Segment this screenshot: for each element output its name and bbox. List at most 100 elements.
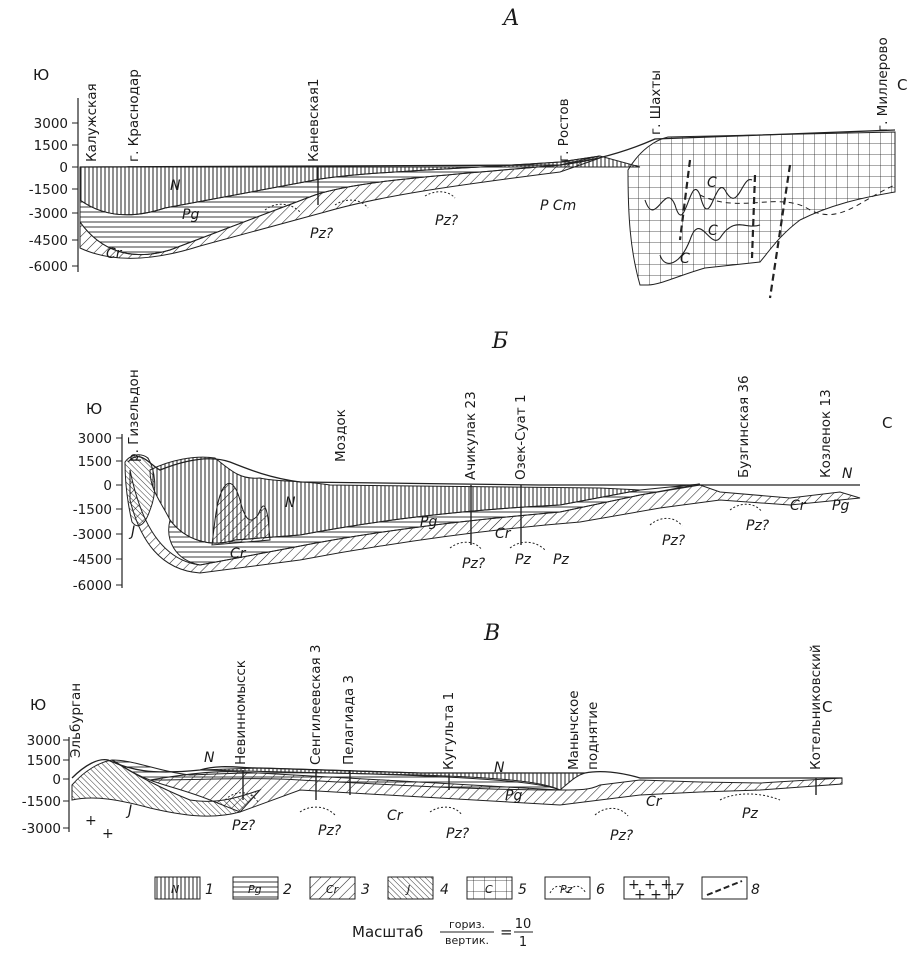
well-label: Котельниковский — [808, 644, 824, 770]
section-a-depth-ticks: 3000 1500 0 -1500 -3000 -4500 -6000 — [29, 116, 78, 275]
formation-label: Pz? — [232, 818, 256, 834]
formation-label: Pz — [553, 552, 569, 568]
well-label: г. Ростов — [556, 98, 572, 162]
section-v-title: В — [483, 621, 500, 646]
formation-label: Pg — [420, 514, 437, 530]
well-label: Ачикулак 23 — [463, 391, 479, 480]
section-a-tick: 1500 — [34, 138, 68, 154]
well-label: Каневская1 — [306, 78, 322, 162]
section-b-tick: 0 — [103, 478, 112, 494]
well-label: Сенгилеевская 3 — [308, 645, 324, 765]
section-a-dashed-boundary — [699, 184, 896, 216]
formation-label: Cr — [495, 526, 512, 542]
formation-label: J — [125, 803, 132, 819]
legend-item-crosses: + + + + + + 7 — [623, 876, 684, 903]
section-b-ground-surface — [127, 455, 860, 486]
well-label: р. Гизельдон — [126, 369, 142, 462]
scale-equals: = — [500, 923, 513, 941]
section-b-right-side: С — [882, 414, 892, 432]
cross-glyphs: + + + — [628, 877, 672, 893]
scale-numerator-word: гориз. — [449, 918, 485, 931]
formation-label: N — [494, 760, 505, 776]
legend: N 1 Pg 2 Cr 3 J 4 C 5 Pz 6 — [154, 876, 760, 903]
section-b-tick: -1500 — [73, 502, 112, 518]
formation-label: N — [204, 750, 215, 766]
well-label: Пелагиада 3 — [341, 675, 357, 765]
section-v-wells: Эльбурган Невинномысск Сенгилеевская 3 П… — [68, 644, 824, 800]
section-b-tick: -6000 — [73, 578, 112, 594]
legend-symbol: Pg — [248, 883, 262, 896]
formation-label: Pg — [832, 498, 849, 514]
formation-label: N — [285, 495, 296, 511]
formation-label: C — [680, 251, 690, 267]
section-v-tick: 1500 — [27, 753, 61, 769]
section-v-ground-surface — [71, 759, 842, 779]
cross-glyphs: + + + — [634, 887, 678, 903]
legend-symbol: C — [485, 883, 493, 896]
section-a-tick: -6000 — [29, 259, 68, 275]
well-label: г. Миллерово — [875, 37, 891, 132]
legend-number: 8 — [751, 882, 760, 898]
formation-label: C — [708, 223, 718, 239]
section-v-layer-cr — [148, 771, 843, 813]
section-a-layer-c — [627, 131, 896, 286]
legend-item-pz: Pz 6 — [544, 876, 605, 900]
well-label: поднятие — [585, 702, 601, 770]
section-v-depth-ticks: 3000 1500 0 -1500 -3000 — [22, 733, 69, 837]
section-b: Б Ю С 3000 1500 0 -1500 -3000 -4500 -600… — [73, 329, 893, 594]
section-a-right-side: С — [897, 76, 907, 94]
scale-denominator-word: вертик. — [445, 934, 489, 947]
section-a-tick: -3000 — [29, 206, 68, 222]
legend-number: 3 — [361, 882, 370, 898]
formation-label: Pg — [182, 207, 199, 223]
well-label: Бузгинская 36 — [736, 375, 752, 478]
formation-label: Pz? — [746, 518, 770, 534]
section-a-pz-marks-1 — [264, 191, 456, 213]
well-label: Озек-Суат 1 — [513, 394, 529, 480]
legend-symbol: Pz — [560, 883, 573, 896]
legend-item-fault: 8 — [701, 876, 760, 900]
formation-label: Pz? — [310, 226, 334, 242]
section-v-tick: 3000 — [27, 733, 61, 749]
formation-label: Cr — [646, 794, 663, 810]
section-v-tick: 0 — [52, 772, 61, 788]
section-a-left-side: Ю — [33, 66, 49, 84]
formation-label: N — [170, 178, 181, 194]
legend-symbol: Cr — [326, 883, 340, 896]
section-v: В Ю С 3000 1500 0 -1500 -3000 + + Эльбур… — [22, 621, 843, 844]
legend-item-pg: Pg 2 — [232, 876, 292, 900]
section-a-tick: -4500 — [29, 233, 68, 249]
section-v-plus: + — [85, 813, 97, 829]
section-a-wells: Калужская г. Краснодар Каневская1 г. Рос… — [84, 37, 891, 205]
formation-label: Cr — [790, 498, 807, 514]
section-v-right-side: С — [822, 698, 832, 716]
section-b-wells: р. Гизельдон Моздок Ачикулак 23 Озек-Суа… — [126, 369, 834, 545]
legend-item-n: N 1 — [154, 876, 214, 900]
well-label: г. Краснодар — [126, 69, 142, 162]
legend-item-c: C 5 — [466, 876, 527, 900]
section-b-tick: -4500 — [73, 552, 112, 568]
section-a-tick: 0 — [59, 160, 68, 176]
formation-label: Cr — [230, 546, 247, 562]
formation-label: Pz? — [462, 556, 486, 572]
formation-label: Pz? — [318, 823, 342, 839]
legend-number: 1 — [205, 882, 214, 898]
formation-label: Pz? — [662, 533, 686, 549]
formation-label: Pz — [742, 806, 758, 822]
section-v-left-side: Ю — [30, 696, 46, 714]
section-a-formation-labels: N Pg Cr Pz? Pz? P Cm C C C — [106, 175, 718, 267]
section-b-tick: -3000 — [73, 527, 112, 543]
legend-number: 2 — [283, 882, 292, 898]
scale-value-bottom: 1 — [519, 935, 527, 950]
well-label: г. Шахты — [648, 70, 664, 135]
legend-number: 5 — [518, 882, 527, 898]
well-label: Эльбурган — [68, 683, 84, 758]
section-b-depth-ticks: 3000 1500 0 -1500 -3000 -4500 -6000 — [73, 431, 122, 594]
section-a-tick: -1500 — [29, 182, 68, 198]
formation-label: Pz? — [610, 828, 634, 844]
section-b-title: Б — [491, 329, 508, 354]
section-b-layer-j — [124, 454, 156, 527]
well-label: Козленок 13 — [818, 389, 834, 478]
formation-label: Cr — [106, 246, 123, 262]
